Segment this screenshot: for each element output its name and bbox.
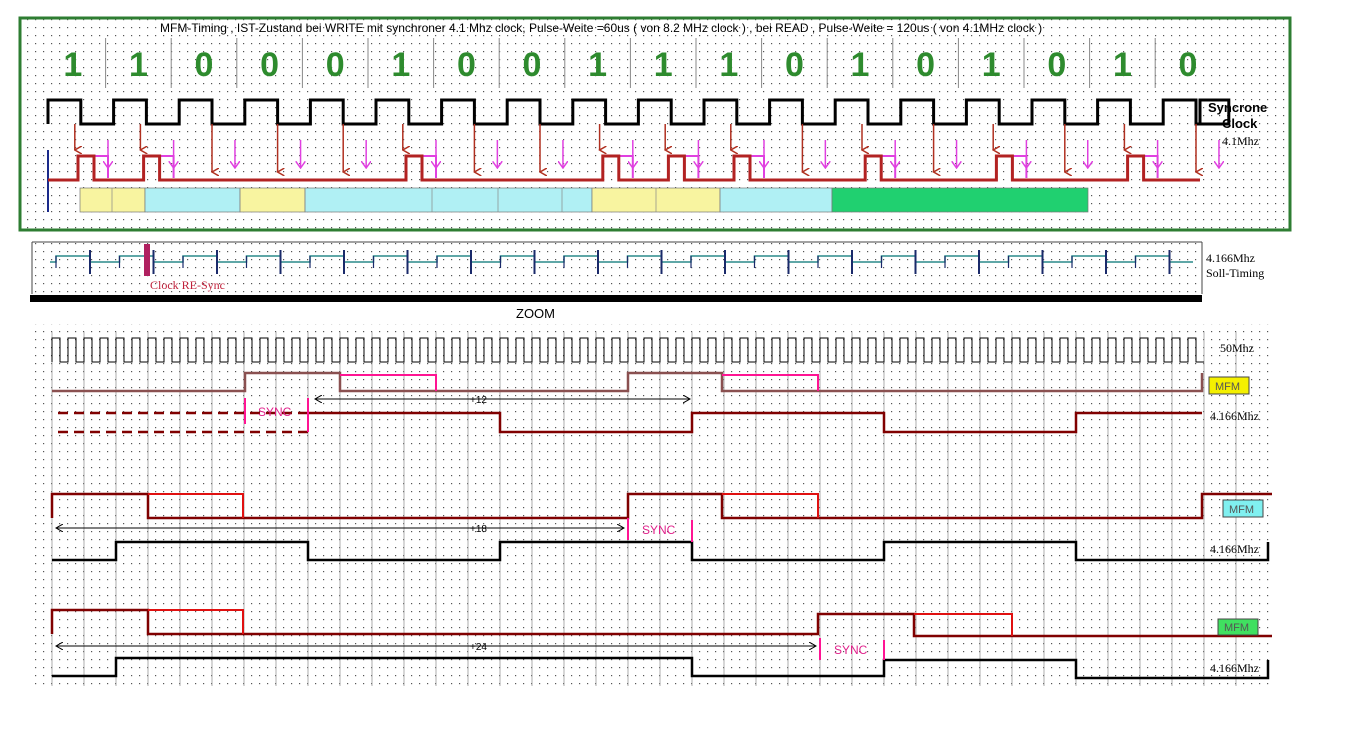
zoom-group-2: +18 SYNC MFM 4.166Mhz: [50, 492, 1272, 562]
soll-label-line1: 4.166Mhz: [1206, 251, 1255, 265]
soll-timing-ticks: [55, 250, 1171, 274]
mfm-pulse-highlight-2: [148, 493, 819, 518]
bit-value: 0: [785, 46, 804, 84]
bit-cell-dividers: [105, 38, 1156, 88]
bit-value: 0: [260, 46, 279, 84]
zoom-group-3: +24 SYNC MFM 4.166Mhz: [50, 608, 1272, 680]
mfm-badge-cyan: [1222, 499, 1264, 518]
bit-value: 0: [326, 46, 345, 84]
mfm-waveform-3: [50, 608, 1272, 638]
mfm-cell-segment: [79, 187, 146, 213]
sync-clock-waveform: [46, 98, 1231, 126]
mfm-badge-label-1: MFM: [1215, 381, 1240, 393]
bit-value: 0: [457, 46, 476, 84]
bit-values-row: 1 1 0 0 0 1 0 0 1 1 1 0 1 0 1 0 1 0: [63, 46, 1197, 84]
zoom-bar: [30, 295, 1202, 302]
bit-value: 1: [719, 46, 738, 84]
zoom-panel: 50Mhz +12 SYNC MFM 4.166Mhz +18 SYNC: [30, 324, 1272, 686]
bit-value: 1: [1113, 46, 1132, 84]
sync-clock-label-line1: Syncrone: [1208, 100, 1267, 115]
delta-plus18-label: +18: [470, 524, 487, 535]
sync-label-2: SYNC: [642, 523, 676, 537]
zoom-label: ZOOM: [516, 306, 555, 321]
soll-timing-waveform: [50, 255, 1193, 263]
resync-marker: [144, 244, 150, 276]
mfm-cell-segment: [239, 187, 306, 213]
bit-value: 1: [982, 46, 1001, 84]
bit-value: 1: [851, 46, 870, 84]
zoom-group-1: +12 SYNC MFM 4.166Mhz: [52, 371, 1259, 434]
mfm-pulse-highlight-3: [148, 609, 1013, 636]
top-panel: MFM-Timing , IST-Zustand bei WRITE mit s…: [18, 16, 1292, 232]
mfm-badge-green: [1217, 618, 1259, 636]
bit-value: 0: [1179, 46, 1198, 84]
diagram-title: MFM-Timing , IST-Zustand bei WRITE mit s…: [160, 21, 1042, 35]
read-pulse-waveform: [94, 155, 1159, 178]
mfm-cell-color-bar: [79, 187, 1089, 213]
sync-label-1: SYNC: [258, 405, 292, 419]
bit-value: 0: [523, 46, 542, 84]
bit-value: 1: [588, 46, 607, 84]
clock-4166-label-3: 4.166Mhz: [1210, 661, 1259, 675]
soll-panel-grid: [32, 242, 1202, 294]
bit-value: 1: [63, 46, 82, 84]
bit-value: 1: [129, 46, 148, 84]
delta-plus12-label: +12: [470, 395, 487, 406]
sync-clock-label-line2: Clock: [1222, 116, 1258, 131]
clock-4166-waveform-3: [52, 656, 1270, 680]
mfm-pulse-highlight-1: [340, 374, 819, 391]
bit-value: 0: [916, 46, 935, 84]
sync-label-3: SYNC: [834, 643, 868, 657]
mfm-cell-segment: [144, 187, 241, 213]
clock-4166-label-2: 4.166Mhz: [1210, 542, 1259, 556]
clock-4166-waveform-1: [308, 411, 1202, 434]
mfm-badge-label-2: MFM: [1229, 504, 1254, 516]
write-pulse-waveform: [48, 154, 1200, 182]
delta-plus24-label: +24: [470, 642, 487, 653]
clock-50mhz-label: 50Mhz: [1220, 341, 1254, 355]
clock-resync-label: Clock RE-Sync: [150, 278, 225, 292]
mfm-cell-segment: [719, 187, 833, 213]
mfm-waveform-1: [52, 371, 1204, 393]
bit-value: 0: [195, 46, 214, 84]
clock-50mhz-waveform: [51, 337, 1204, 363]
sync-clock-label-line3: 4.1Mhz: [1222, 134, 1259, 148]
zoom-panel-grid: [30, 324, 1272, 686]
mfm-waveform-2: [50, 492, 1272, 520]
mfm-cell-segment: [831, 187, 1089, 213]
bit-value: 1: [654, 46, 673, 84]
clock-4166-label-1: 4.166Mhz: [1210, 409, 1259, 423]
mfm-badge-yellow: [1208, 376, 1250, 395]
top-panel-frame: [18, 16, 1292, 232]
bit-value: 1: [391, 46, 410, 84]
soll-label-line2: Soll-Timing: [1206, 266, 1264, 280]
mfm-cell-segment: [304, 187, 593, 213]
soll-timing-panel: Clock RE-Sync 4.166Mhz Soll-Timing ZOOM: [30, 241, 1264, 321]
bit-value: 0: [1047, 46, 1066, 84]
clock-dashed-pre: [58, 411, 308, 434]
mfm-badge-label-3: MFM: [1224, 622, 1249, 634]
